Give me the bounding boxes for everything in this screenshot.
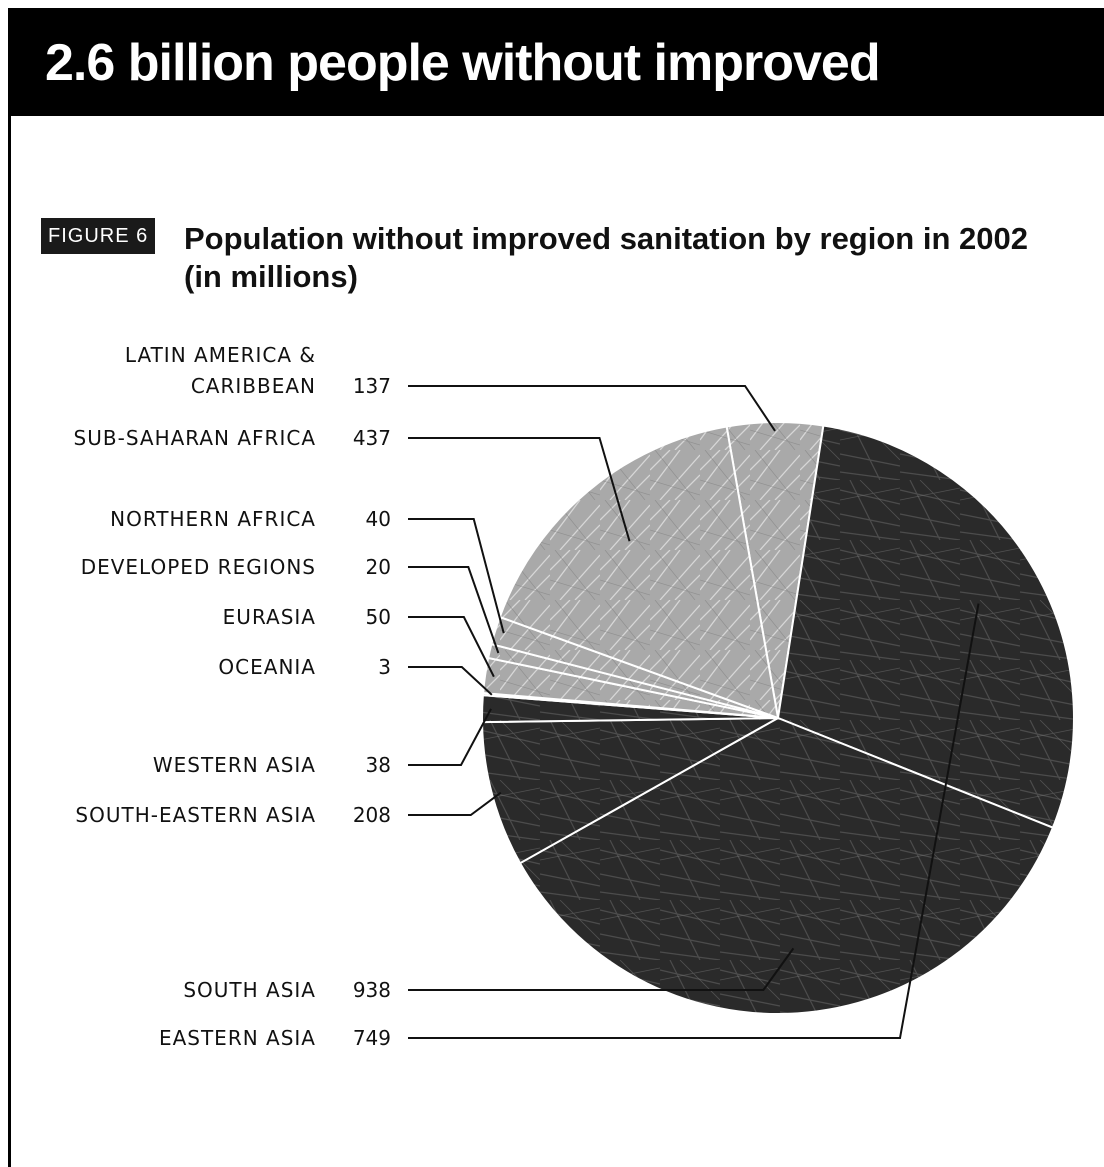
value-label-latin-america-and-caribbean: 137 [353, 374, 391, 398]
pie-slices [481, 421, 1076, 1016]
leader-line-developed-regions [408, 566, 500, 654]
value-label-eastern-asia: 749 [353, 1026, 391, 1050]
leader-line-northern-africa [408, 518, 505, 634]
pie-slice-south-eastern-asia [481, 717, 779, 865]
value-label-oceania: 3 [378, 655, 391, 679]
value-label-sub-saharan-africa: 437 [353, 426, 391, 450]
leader-line-sub-saharan-africa [408, 437, 631, 542]
region-label-south-asia: SOUTH ASIA [183, 978, 316, 1002]
leader-line-oceania [408, 666, 493, 696]
leader-line-south-eastern-asia [408, 791, 502, 816]
leader-line-south-asia [408, 947, 795, 991]
region-label-developed-regions: DEVELOPED REGIONS [81, 555, 316, 579]
leader-line-western-asia [408, 708, 492, 766]
region-label-latin-america-and-caribbean-line-2: CARIBBEAN [191, 374, 316, 398]
region-label-south-eastern-asia: SOUTH-EASTERN ASIA [75, 803, 316, 827]
pie-slice-sub-saharan-africa [498, 425, 780, 720]
region-label-northern-africa: NORTHERN AFRICA [110, 507, 316, 531]
value-label-developed-regions: 20 [366, 555, 391, 579]
pie-slice-eastern-asia [776, 424, 1076, 829]
leader-line-latin-america-and-caribbean [408, 385, 776, 432]
value-label-western-asia: 38 [366, 753, 391, 777]
figure-number-tag: FIGURE 6 [41, 218, 156, 254]
region-label-western-asia: WESTERN ASIA [153, 753, 316, 777]
value-label-south-asia: 938 [353, 978, 391, 1002]
leader-lines [408, 385, 980, 1039]
value-label-eurasia: 50 [366, 605, 391, 629]
page-banner-title: 2.6 billion people without improved sani… [11, 11, 1104, 197]
leader-line-eastern-asia [408, 603, 980, 1039]
region-label-eurasia: EURASIA [223, 605, 316, 629]
value-label-south-eastern-asia: 208 [353, 803, 391, 827]
pie-slice-south-asia [518, 716, 1055, 1016]
chart-title: Population without improved sanitation b… [184, 221, 1028, 294]
leader-line-eurasia [408, 616, 495, 678]
region-label-eastern-asia: EASTERN ASIA [159, 1026, 316, 1050]
region-labels: LATIN AMERICA & CARIBBEAN 137 SUB-SAHARAN A… [74, 343, 391, 1050]
region-label-oceania: OCEANIA [218, 655, 316, 679]
value-label-northern-africa: 40 [366, 507, 391, 531]
region-label-sub-saharan-africa: SUB-SAHARAN AFRICA [74, 426, 316, 450]
region-label-latin-america-and-caribbean-line-1: LATIN AMERICA & [125, 343, 316, 367]
